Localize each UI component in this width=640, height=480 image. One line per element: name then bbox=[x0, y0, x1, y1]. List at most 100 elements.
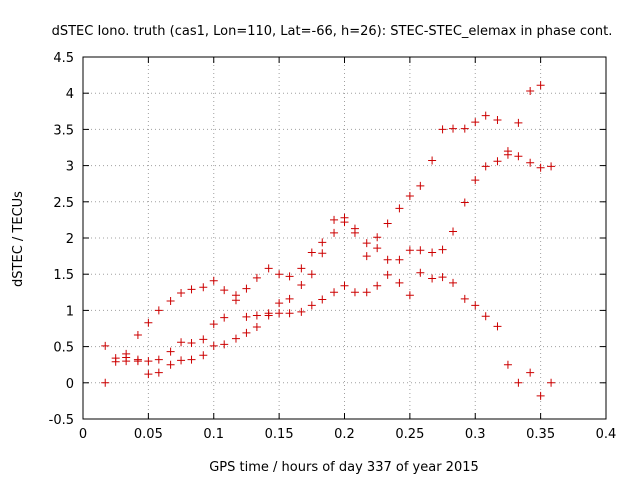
data-point bbox=[383, 270, 392, 279]
y-tick-label: 4 bbox=[66, 87, 74, 102]
x-tick-label: 0.25 bbox=[395, 427, 424, 442]
data-point bbox=[362, 252, 371, 261]
data-point bbox=[493, 115, 502, 124]
data-point bbox=[405, 291, 414, 300]
data-point bbox=[395, 278, 404, 287]
data-point bbox=[405, 246, 414, 255]
data-point bbox=[449, 227, 458, 236]
data-point bbox=[166, 360, 175, 369]
data-point bbox=[231, 296, 240, 305]
data-point bbox=[133, 331, 142, 340]
data-point bbox=[481, 162, 490, 171]
data-point bbox=[252, 323, 261, 332]
data-point bbox=[318, 238, 327, 247]
data-point bbox=[187, 285, 196, 294]
x-tick-label: 0.4 bbox=[596, 427, 617, 442]
chart-title: dSTEC Iono. truth (cas1, Lon=110, Lat=-6… bbox=[52, 24, 613, 39]
data-point bbox=[307, 301, 316, 310]
y-tick-label: 0 bbox=[66, 377, 74, 392]
data-point bbox=[199, 351, 208, 360]
data-point bbox=[220, 286, 229, 295]
data-point bbox=[220, 313, 229, 322]
y-tick-label: 0.5 bbox=[53, 341, 74, 356]
data-point bbox=[122, 357, 131, 366]
data-point bbox=[133, 357, 142, 366]
y-tick-label: 2 bbox=[66, 232, 74, 247]
data-point bbox=[318, 295, 327, 304]
data-point bbox=[330, 215, 339, 224]
data-point bbox=[481, 312, 490, 321]
data-point bbox=[362, 239, 371, 248]
data-point bbox=[166, 296, 175, 305]
data-point bbox=[297, 281, 306, 290]
data-point bbox=[264, 311, 273, 320]
data-point bbox=[471, 118, 480, 127]
data-point bbox=[503, 150, 512, 159]
data-points bbox=[101, 81, 556, 400]
data-point bbox=[177, 356, 186, 365]
data-point bbox=[526, 368, 535, 377]
data-point bbox=[209, 320, 218, 329]
x-tick-label: 0.35 bbox=[526, 427, 555, 442]
data-point bbox=[416, 181, 425, 190]
data-point bbox=[405, 192, 414, 201]
data-point bbox=[395, 255, 404, 264]
x-tick-label: 0.2 bbox=[334, 427, 355, 442]
data-point bbox=[242, 328, 251, 337]
data-point bbox=[514, 378, 523, 387]
data-point bbox=[428, 248, 437, 257]
data-point bbox=[242, 284, 251, 293]
data-point bbox=[373, 233, 382, 242]
data-point bbox=[438, 273, 447, 282]
data-point bbox=[373, 281, 382, 290]
data-point bbox=[460, 294, 469, 303]
y-tick-labels: -0.5 0 0.5 1 1.5 2 2.5 3 3.5 4 4.5 bbox=[49, 51, 74, 428]
data-point bbox=[350, 228, 359, 237]
data-point bbox=[536, 81, 545, 90]
data-point bbox=[471, 301, 480, 310]
data-point bbox=[285, 309, 294, 318]
data-point bbox=[438, 125, 447, 134]
data-point bbox=[362, 288, 371, 297]
data-point bbox=[481, 111, 490, 120]
data-point bbox=[231, 334, 240, 343]
data-point bbox=[307, 248, 316, 257]
data-point bbox=[471, 176, 480, 185]
y-tick-label: 3.5 bbox=[53, 123, 74, 138]
data-point bbox=[383, 219, 392, 228]
x-tick-label: 0.15 bbox=[265, 427, 294, 442]
data-point bbox=[318, 249, 327, 258]
data-point bbox=[144, 318, 153, 327]
data-point bbox=[199, 283, 208, 292]
grid-lines bbox=[83, 57, 606, 419]
x-tick-label: 0.3 bbox=[465, 427, 486, 442]
data-point bbox=[460, 198, 469, 207]
data-point bbox=[330, 288, 339, 297]
data-point bbox=[177, 289, 186, 298]
y-tick-label: -0.5 bbox=[49, 413, 74, 428]
data-point bbox=[503, 360, 512, 369]
data-point bbox=[383, 255, 392, 264]
x-axis-label: GPS time / hours of day 337 of year 2015 bbox=[209, 460, 479, 475]
data-point bbox=[209, 341, 218, 350]
data-point bbox=[177, 338, 186, 347]
data-point bbox=[275, 299, 284, 308]
data-point bbox=[547, 378, 556, 387]
data-point bbox=[264, 264, 273, 273]
data-point bbox=[101, 341, 110, 350]
data-point bbox=[220, 340, 229, 349]
data-point bbox=[416, 246, 425, 255]
data-point bbox=[493, 322, 502, 331]
data-point bbox=[330, 228, 339, 237]
data-point bbox=[395, 204, 404, 213]
data-point bbox=[514, 152, 523, 161]
data-point bbox=[166, 347, 175, 356]
data-point bbox=[285, 272, 294, 281]
axis-ticks bbox=[82, 56, 607, 420]
data-point bbox=[144, 370, 153, 379]
data-point bbox=[242, 312, 251, 321]
data-point bbox=[340, 218, 349, 227]
data-point bbox=[536, 391, 545, 400]
x-tick-labels: 0 0.05 0.1 0.15 0.2 0.25 0.3 0.35 0.4 bbox=[79, 427, 616, 442]
data-point bbox=[285, 294, 294, 303]
